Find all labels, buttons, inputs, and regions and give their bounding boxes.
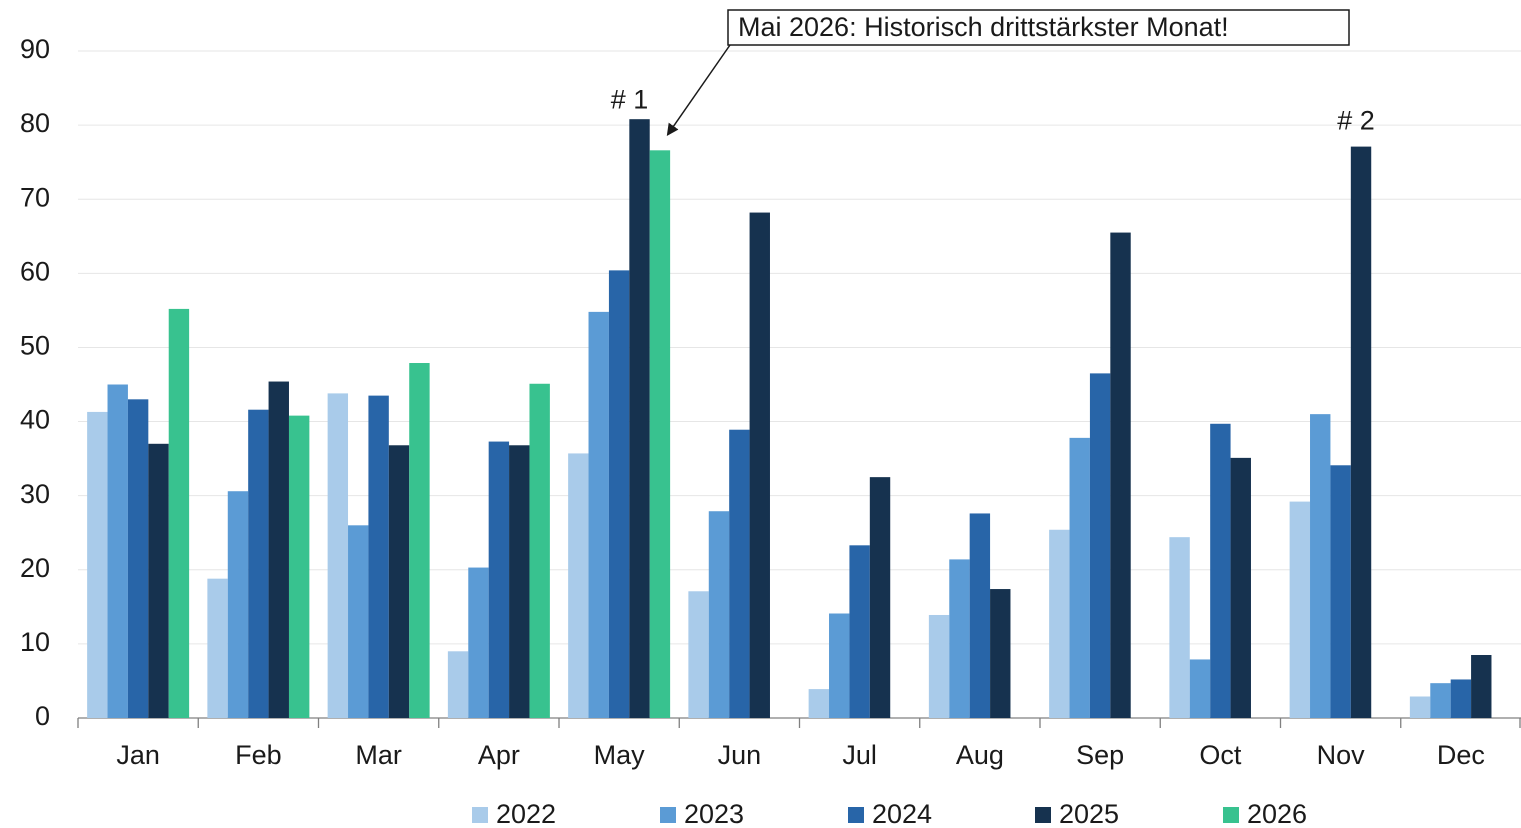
bar <box>829 613 850 718</box>
bar <box>608 270 630 718</box>
x-tick-label: Jun <box>718 740 762 770</box>
bar <box>629 119 650 718</box>
bar <box>708 511 730 718</box>
bar <box>368 395 389 718</box>
bar <box>509 445 530 718</box>
bar <box>1230 457 1251 718</box>
bar <box>107 384 128 718</box>
y-tick-label: 20 <box>20 553 50 583</box>
bar <box>529 383 550 718</box>
bar <box>588 311 609 718</box>
x-tick-label: Jan <box>116 740 160 770</box>
bar <box>1049 529 1070 718</box>
x-tick-label: Mar <box>355 740 402 770</box>
bar <box>1069 437 1090 718</box>
legend-swatch <box>660 807 676 823</box>
bar <box>409 363 430 718</box>
x-tick-label: Sep <box>1076 740 1124 770</box>
annotation: # 1 <box>611 84 649 114</box>
bar <box>749 212 770 718</box>
bar <box>1430 683 1451 718</box>
bar <box>808 689 830 718</box>
y-tick-label: 70 <box>20 182 50 212</box>
callout-box <box>727 9 1350 46</box>
legend-label: 2026 <box>1247 799 1307 828</box>
bar <box>248 409 269 718</box>
bar <box>1471 655 1492 718</box>
bar <box>729 429 750 718</box>
y-tick-label: 80 <box>20 108 50 138</box>
legend-label: 2024 <box>872 799 932 828</box>
bar <box>928 614 950 718</box>
y-tick-label: 0 <box>35 701 50 731</box>
callout-arrow <box>666 44 731 136</box>
bar <box>1350 146 1372 718</box>
x-tick-label: Dec <box>1437 740 1485 770</box>
bar <box>1409 696 1431 718</box>
bar <box>949 559 970 718</box>
bar <box>1189 659 1211 718</box>
bar <box>148 443 169 718</box>
legend-label: 2023 <box>684 799 744 828</box>
x-tick-label: Nov <box>1317 740 1366 770</box>
bar <box>168 308 190 718</box>
bar <box>1330 465 1351 718</box>
bar <box>869 477 891 718</box>
legend-swatch <box>1223 807 1239 823</box>
bar <box>1110 232 1131 719</box>
bar <box>649 150 671 718</box>
bar <box>688 591 709 718</box>
bar <box>447 651 469 718</box>
bar <box>990 589 1011 718</box>
bar <box>288 415 310 718</box>
bar <box>388 445 410 718</box>
y-tick-label: 40 <box>20 405 50 435</box>
bar <box>1169 537 1190 718</box>
bar <box>1089 373 1111 718</box>
bar <box>268 381 289 718</box>
bar <box>1450 679 1472 718</box>
bar <box>488 441 510 718</box>
x-tick-label: Oct <box>1199 740 1242 770</box>
y-tick-label: 50 <box>20 331 50 361</box>
legend-label: 2022 <box>496 799 556 828</box>
bar <box>1210 423 1231 718</box>
legend-label: 2025 <box>1059 799 1119 828</box>
bar <box>87 411 108 718</box>
x-tick-label: May <box>594 740 646 770</box>
y-tick-label: 10 <box>20 627 50 657</box>
annotation: # 2 <box>1337 106 1375 136</box>
bar <box>1289 501 1311 718</box>
bar <box>207 578 228 718</box>
legend-swatch <box>472 807 488 823</box>
x-tick-label: Aug <box>956 740 1004 770</box>
x-tick-label: Jul <box>842 740 877 770</box>
legend-swatch <box>1035 807 1051 823</box>
y-tick-label: 90 <box>20 34 50 64</box>
bar <box>227 491 249 718</box>
bar <box>327 393 349 718</box>
bar <box>1310 414 1331 718</box>
bar <box>348 525 369 718</box>
bar <box>568 453 589 718</box>
bar <box>127 399 149 718</box>
x-tick-label: Feb <box>235 740 282 770</box>
bar <box>468 567 489 718</box>
callout-text: Mai 2026: Historisch drittstärkster Mona… <box>738 12 1229 42</box>
y-tick-label: 30 <box>20 479 50 509</box>
bar <box>849 545 870 718</box>
legend-swatch <box>848 807 864 823</box>
x-tick-label: Apr <box>478 740 520 770</box>
bar <box>969 513 991 718</box>
y-tick-label: 60 <box>20 256 50 286</box>
